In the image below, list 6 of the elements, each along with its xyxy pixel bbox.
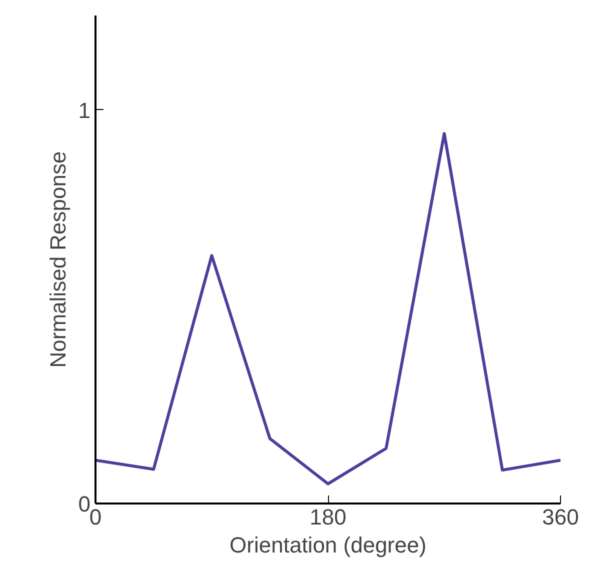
x-tick-label: 360 — [542, 504, 579, 530]
x-axis-title: Orientation (degree) — [230, 532, 426, 558]
y-tick-label: 1 — [78, 98, 91, 123]
line-series — [96, 132, 560, 486]
x-tick-label: 180 — [310, 504, 346, 530]
y-axis-title: Normalised Response — [45, 151, 70, 368]
